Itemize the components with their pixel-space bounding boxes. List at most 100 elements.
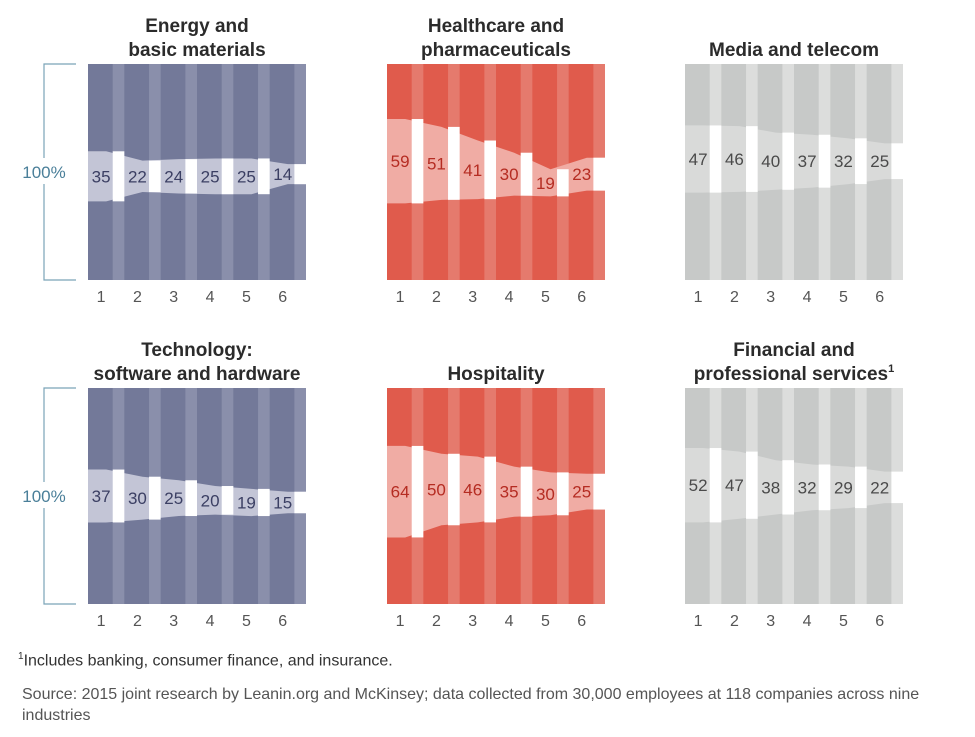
panel-3: Media and telecom 47 46 40 37 32 25 1 2 3 4 5 6 [685,40,903,306]
x-tick-label: 4 [803,613,812,630]
data-label: 41 [463,161,482,180]
x-tick-label: 5 [242,613,251,630]
data-label: 15 [273,493,292,512]
data-label: 59 [391,152,410,171]
band-gap [484,140,496,200]
footnote-marker: 1 [18,651,24,662]
footnote-text: Includes banking, consumer finance, and … [23,652,393,670]
band-gap [149,160,161,193]
data-label: 24 [164,167,183,186]
band-gap [221,486,234,515]
band-gap [112,151,125,202]
data-label: 52 [689,476,708,495]
x-tick-label: 6 [875,289,884,306]
x-tick-label: 5 [242,289,251,306]
data-label: 32 [798,478,817,497]
x-tick-label: 2 [133,613,142,630]
panel-5: Hospitality 64 50 46 35 30 25 1 2 3 4 5 6 [387,364,605,630]
x-tick-label: 4 [206,613,215,630]
x-tick-label: 5 [839,613,848,630]
data-label: 25 [237,167,256,186]
panel-title-line: basic materials [128,40,265,61]
footnote: 1Includes banking, consumer finance, and… [18,651,393,670]
data-label: 30 [500,165,519,184]
data-label: 19 [536,174,555,193]
panel-title-line: Financial and [733,340,854,361]
data-label: 47 [725,476,744,495]
x-tick-label: 5 [541,613,550,630]
data-label: 37 [92,487,111,506]
band-gap [411,119,424,204]
y-total-label: 100% [22,487,65,506]
data-label: 46 [725,150,744,169]
label-backdrop [14,482,74,508]
x-tick-label: 3 [468,289,477,306]
y-total-label: 100% [22,163,65,182]
x-tick-label: 3 [169,289,178,306]
x-tick-label: 3 [766,289,775,306]
data-label: 40 [761,152,780,171]
x-tick-label: 3 [468,613,477,630]
x-tick-label: 2 [730,289,739,306]
band-gap [520,152,533,196]
x-tick-label: 5 [839,289,848,306]
x-tick-label: 6 [577,289,586,306]
x-tick-label: 1 [97,613,106,630]
data-label: 22 [870,478,889,497]
panel-title-line: software and hardware [94,364,301,385]
x-tick-label: 1 [694,289,703,306]
band-gap [258,488,270,517]
x-tick-label: 1 [396,613,405,630]
data-label: 46 [463,481,482,500]
x-tick-label: 1 [694,613,703,630]
panel-title-line: Media and telecom [709,40,879,61]
band-gap [782,132,794,190]
x-tick-label: 6 [278,613,287,630]
x-tick-label: 4 [803,289,812,306]
band-gap [855,138,867,185]
label-backdrop [14,158,74,184]
band-gap [112,469,125,523]
data-label: 50 [427,481,446,500]
x-tick-label: 2 [730,613,739,630]
x-tick-label: 1 [396,289,405,306]
data-label: 25 [201,167,220,186]
data-label: 22 [128,167,147,186]
data-label: 32 [834,152,853,171]
data-label: 30 [128,489,147,508]
panel-title-line: Energy and [145,16,248,37]
x-tick-label: 1 [97,289,106,306]
band-gap [149,476,161,520]
data-label: 30 [536,485,555,504]
band-gap [221,158,234,195]
band-gap [294,491,306,514]
panel-title-line: pharmaceuticals [421,40,571,61]
band-gap [557,472,569,516]
x-tick-label: 3 [766,613,775,630]
band-gap [593,157,605,191]
band-gap [185,480,197,517]
band-gap [782,460,794,515]
band-gap [294,164,306,185]
band-gap [557,169,569,197]
data-label: 51 [427,154,446,173]
x-tick-label: 4 [505,289,514,306]
band-gap [593,473,605,510]
band-gap [520,466,533,517]
data-label: 64 [391,483,410,502]
data-label: 19 [237,493,256,512]
data-label: 47 [689,150,708,169]
band-gap [484,456,496,523]
panel-title-line: Healthcare and [428,16,564,37]
title-superscript: 1 [888,363,894,375]
data-label: 14 [273,165,292,184]
band-gap [818,134,831,188]
band-gap [818,464,831,511]
band-gap [709,125,722,193]
panel-title-line: Hospitality [447,364,545,385]
data-label: 35 [500,483,519,502]
